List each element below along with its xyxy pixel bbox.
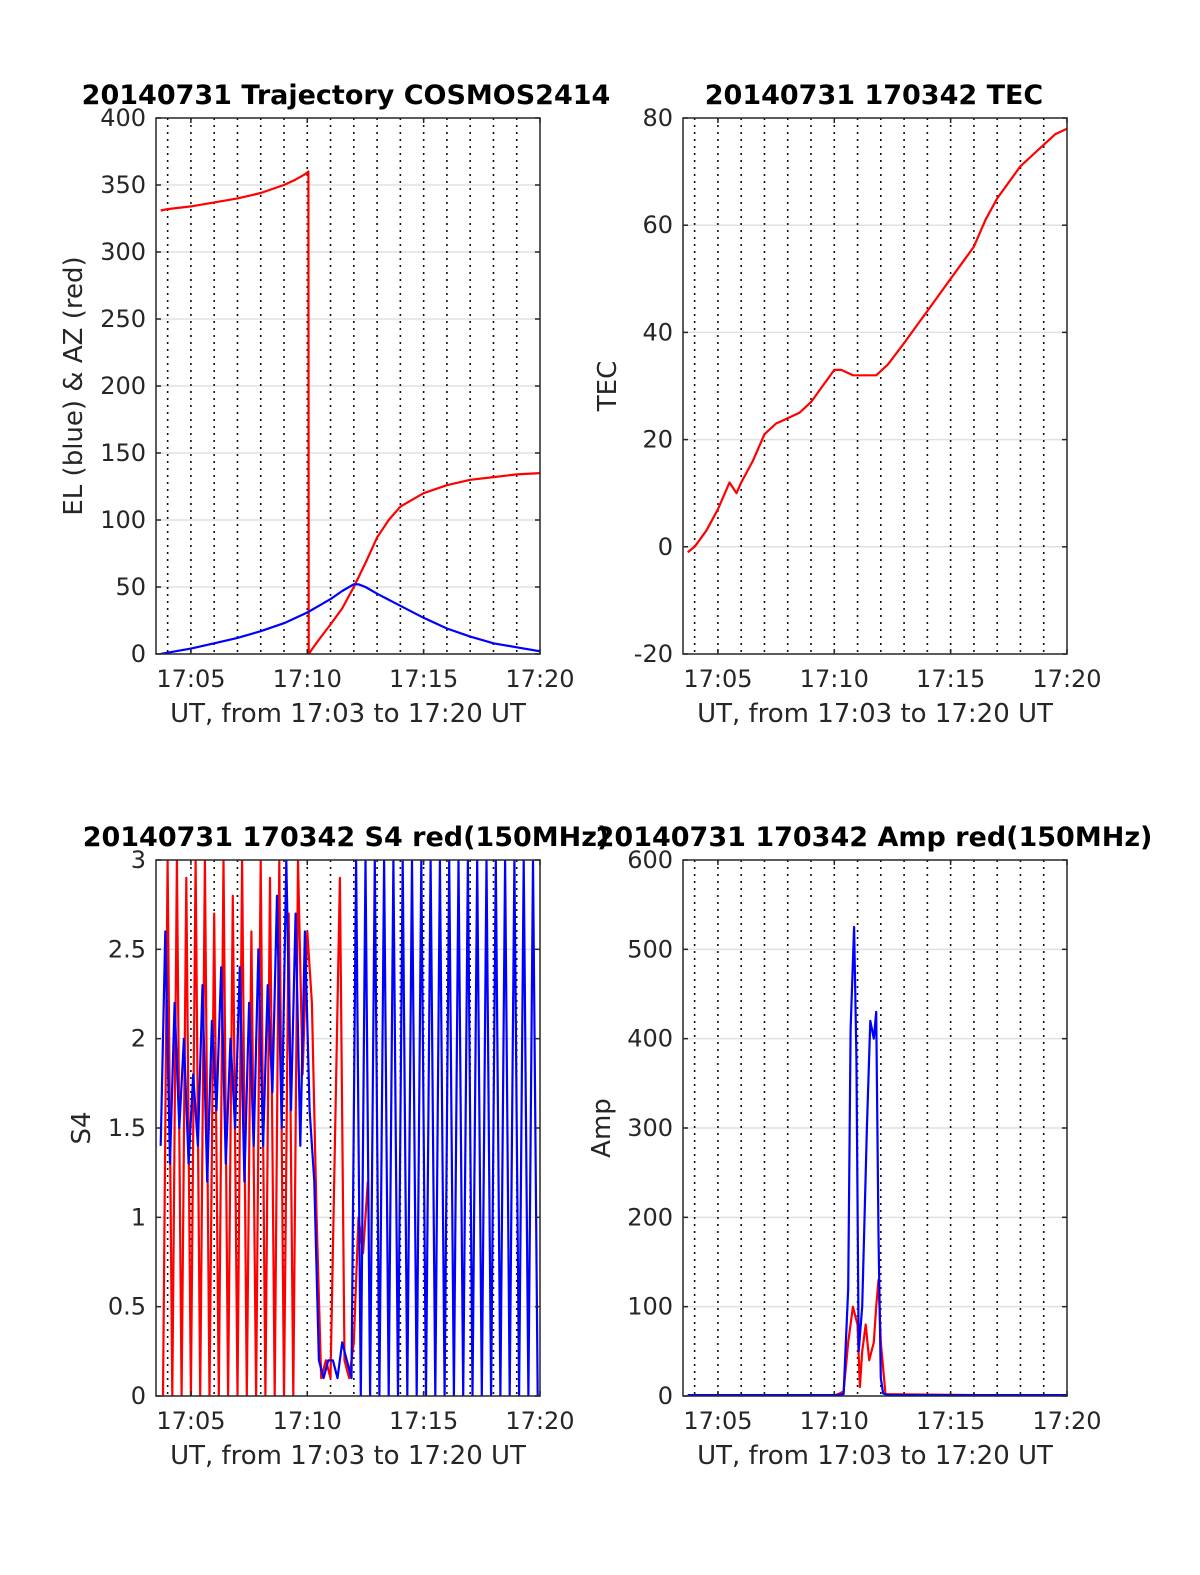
chart-title: 20140731 170342 Amp red(150MHz) xyxy=(596,822,1153,853)
x-tick-label: 17:15 xyxy=(389,1407,458,1435)
series-group xyxy=(687,925,1067,1396)
x-tick-label: 17:15 xyxy=(916,665,985,693)
y-tick-label: 400 xyxy=(627,1025,673,1053)
y-tick-label: 150 xyxy=(100,439,146,467)
x-tick-label: 17:10 xyxy=(800,665,869,693)
series-line-2 xyxy=(160,583,540,654)
y-tick-label: 500 xyxy=(627,935,673,963)
chart-title: 20140731 170342 TEC xyxy=(705,80,1044,111)
plot-area xyxy=(683,118,1067,654)
series-group xyxy=(160,170,540,654)
y-tick-label: 400 xyxy=(100,104,146,132)
y-axis-label: TEC xyxy=(593,361,623,412)
y-tick-label: 3 xyxy=(131,846,146,874)
series-line-1 xyxy=(161,860,369,1396)
chart-panel-3: 0 0.5 1 1.5 2 2.5 3 17:05 17:10 17:15 17:20 2014073… xyxy=(67,822,609,1471)
x-tick-label: 17:05 xyxy=(156,665,225,693)
y-tick-label: 60 xyxy=(642,211,673,239)
x-tick-label: 17:05 xyxy=(683,665,752,693)
y-tick-label: 20 xyxy=(642,426,673,454)
y-tick-label: 80 xyxy=(642,104,673,132)
y-tick-label: 300 xyxy=(100,238,146,266)
chart-title: 20140731 170342 S4 red(150MHz) xyxy=(83,822,610,853)
y-tick-label: 0 xyxy=(131,1382,146,1410)
chart-panel-1: 0 50 100 150 200 250 300 350 400 17:05 17:10 17:15 1… xyxy=(59,80,610,729)
y-axis-label: Amp xyxy=(587,1098,617,1158)
y-tick-label: 1.5 xyxy=(108,1114,146,1142)
y-axis-label: S4 xyxy=(67,1111,97,1144)
x-tick-label: 17:15 xyxy=(389,665,458,693)
y-tick-label: 40 xyxy=(642,318,673,346)
axes-box xyxy=(682,117,1068,655)
y-tick-label: 200 xyxy=(627,1203,673,1231)
y-tick-label: 0 xyxy=(131,640,146,668)
y-tick-label: 100 xyxy=(100,506,146,534)
x-tick-label: 17:10 xyxy=(273,1407,342,1435)
x-axis-label: UT, from 17:03 to 17:20 UT xyxy=(697,1441,1053,1471)
x-tick-label: 17:20 xyxy=(1032,665,1101,693)
x-tick-label: 17:10 xyxy=(800,1407,869,1435)
y-tick-label: 0.5 xyxy=(108,1293,146,1321)
x-tick-label: 17:20 xyxy=(505,1407,574,1435)
series-line-1 xyxy=(160,170,540,654)
chart-panel-4: 0 100 200 300 400 500 600 17:05 17:10 17:15 17:20 2… xyxy=(587,822,1152,1471)
x-tick-label: 17:05 xyxy=(683,1407,752,1435)
chart-panel-2: -20 0 20 40 60 80 17:05 17:10 17:15 17:20 20140731… xyxy=(593,80,1102,729)
y-tick-label: 1 xyxy=(131,1203,146,1231)
series-line-2 xyxy=(159,860,539,1396)
y-tick-label: -20 xyxy=(634,640,673,668)
x-tick-label: 17:15 xyxy=(916,1407,985,1435)
x-tick-label: 17:20 xyxy=(505,665,574,693)
y-tick-label: 200 xyxy=(100,372,146,400)
y-tick-label: 100 xyxy=(627,1293,673,1321)
series-group xyxy=(687,127,1067,554)
x-tick-label: 17:05 xyxy=(156,1407,225,1435)
y-axis-label: EL (blue) & AZ (red) xyxy=(59,256,89,515)
y-tick-label: 2.5 xyxy=(108,935,146,963)
x-axis-label: UT, from 17:03 to 17:20 UT xyxy=(170,699,526,729)
chart-title: 20140731 Trajectory COSMOS2414 xyxy=(82,80,611,111)
series-line-1 xyxy=(687,127,1067,554)
y-tick-label: 250 xyxy=(100,305,146,333)
series-group xyxy=(159,860,539,1396)
x-tick-label: 17:20 xyxy=(1032,1407,1101,1435)
x-axis-label: UT, from 17:03 to 17:20 UT xyxy=(697,699,1053,729)
y-tick-label: 0 xyxy=(658,533,673,561)
x-axis-label: UT, from 17:03 to 17:20 UT xyxy=(170,1441,526,1471)
y-tick-label: 350 xyxy=(100,171,146,199)
y-tick-label: 600 xyxy=(627,846,673,874)
x-tick-label: 17:10 xyxy=(273,665,342,693)
y-tick-label: 2 xyxy=(131,1025,146,1053)
y-tick-label: 0 xyxy=(658,1382,673,1410)
y-tick-label: 50 xyxy=(115,573,146,601)
series-line-2 xyxy=(687,925,1067,1396)
y-tick-label: 300 xyxy=(627,1114,673,1142)
